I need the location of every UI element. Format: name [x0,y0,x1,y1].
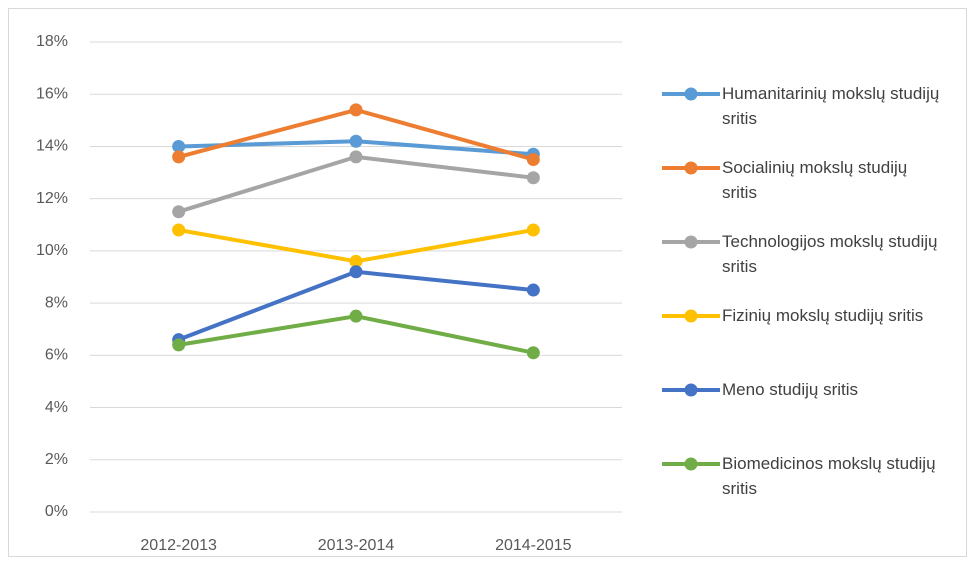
y-tick-label: 6% [45,347,68,364]
legend-label: Biomedicinos mokslų studijų sritis [722,454,936,498]
data-point [526,346,540,360]
data-point [172,205,186,219]
x-tick-label: 2013-2014 [318,537,395,554]
y-tick-label: 14% [36,138,68,155]
legend-swatch-marker [684,309,698,323]
legend-swatch-marker [684,457,698,471]
y-tick-label: 16% [36,85,68,102]
data-point [349,254,363,268]
y-tick-label: 0% [45,503,68,520]
data-point [349,150,363,164]
y-tick-label: 4% [45,399,68,416]
data-point [526,171,540,185]
data-point [349,265,363,279]
data-point [526,153,540,166]
y-tick-label: 2% [45,451,68,468]
legend-swatch-marker [684,235,698,249]
y-tick-label: 18% [36,33,68,50]
legend-swatch-marker [684,87,698,101]
legend-swatch-marker [684,383,698,397]
data-point [349,103,363,117]
chart-border [8,8,967,557]
legend-label: Socialinių mokslų studijų sritis [722,158,908,202]
y-tick-label: 10% [36,242,68,259]
legend-label: Humanitarinių mokslų studijų sritis [722,84,940,128]
data-point [172,223,186,237]
legend-label: Fizinių mokslų studijų sritis [722,306,924,325]
data-point [172,150,186,164]
data-point [349,134,363,148]
x-tick-label: 2012-2013 [140,537,217,554]
y-tick-label: 8% [45,294,68,311]
data-point [349,309,363,323]
legend-swatch-marker [684,161,698,175]
data-point [526,223,540,237]
data-point [172,338,186,352]
legend-label: Meno studijų sritis [722,380,859,399]
data-point [526,283,540,297]
x-tick-label: 2014-2015 [495,537,572,554]
legend-label: Technologijos mokslų studijų sritis [722,232,938,276]
data-point [172,139,186,153]
y-tick-label: 12% [36,190,68,207]
